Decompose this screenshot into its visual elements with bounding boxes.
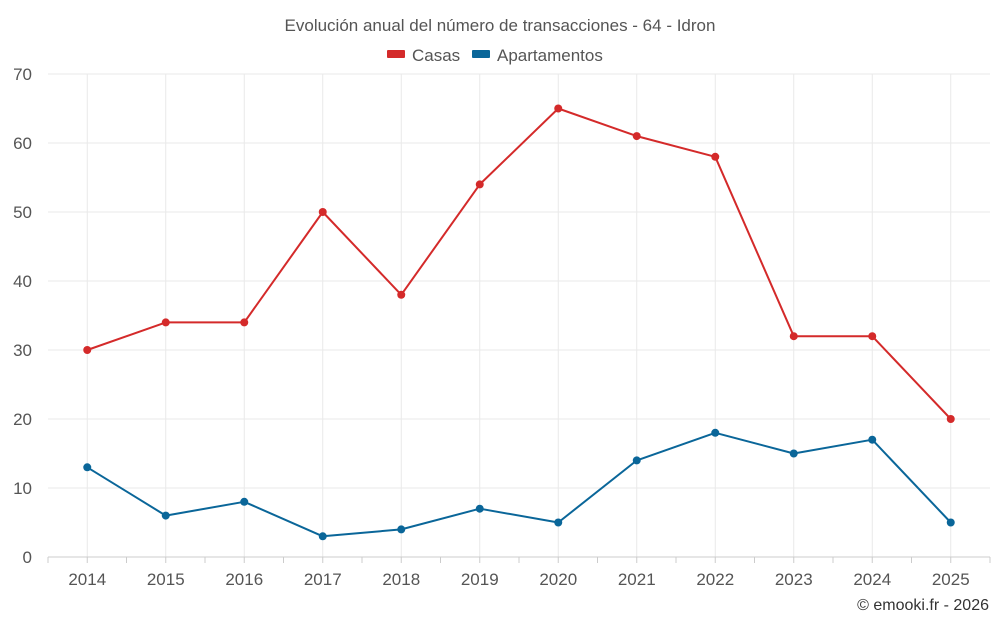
data-point-apartamentos[interactable] (946, 518, 955, 527)
x-tick-label: 2016 (225, 570, 263, 589)
y-tick-label: 20 (13, 410, 32, 429)
data-point-casas[interactable] (475, 180, 484, 189)
credit-text: © emooki.fr - 2026 (857, 597, 989, 614)
data-point-casas[interactable] (318, 208, 327, 216)
grid (48, 73, 990, 557)
series-line-apartamentos (86, 431, 952, 538)
series-casas (83, 104, 955, 423)
x-tick-label: 2025 (932, 570, 970, 589)
legend-swatch-apartamentos (472, 50, 490, 58)
y-tick-label: 10 (13, 479, 32, 498)
y-tick-label: 40 (13, 272, 32, 291)
y-tick-label: 30 (13, 341, 32, 360)
x-tick-label: 2021 (618, 570, 656, 589)
series-apartamentos (83, 428, 955, 541)
series-line-casas (86, 107, 952, 420)
x-tick-label: 2015 (147, 570, 185, 589)
data-point-apartamentos[interactable] (240, 497, 249, 506)
data-point-apartamentos[interactable] (475, 504, 484, 513)
data-point-apartamentos[interactable] (397, 525, 406, 534)
data-point-casas[interactable] (868, 332, 877, 341)
legend: Casas Apartamentos (387, 46, 603, 65)
y-tick-label: 0 (23, 548, 32, 567)
x-tick-label: 2022 (696, 570, 734, 589)
chart-title: Evolución anual del número de transaccio… (285, 16, 716, 35)
data-point-apartamentos[interactable] (789, 449, 798, 458)
legend-label-apartamentos[interactable]: Apartamentos (497, 46, 603, 65)
data-point-casas[interactable] (554, 104, 563, 113)
x-tick-label: 2014 (68, 570, 106, 589)
legend-swatch-casas (387, 50, 405, 58)
x-tick-label: 2024 (853, 570, 891, 589)
x-tick-label: 2023 (775, 570, 813, 589)
data-point-apartamentos[interactable] (632, 456, 641, 465)
data-point-casas[interactable] (397, 290, 406, 299)
data-point-apartamentos[interactable] (868, 435, 877, 444)
x-tick-label: 2020 (539, 570, 577, 589)
data-point-casas[interactable] (240, 318, 249, 327)
data-point-casas[interactable] (83, 346, 92, 354)
data-point-apartamentos[interactable] (83, 463, 92, 472)
x-tick-label: 2018 (382, 570, 420, 589)
legend-label-casas[interactable]: Casas (412, 46, 460, 65)
x-tick-label: 2017 (304, 570, 342, 589)
x-tick-label: 2019 (461, 570, 499, 589)
data-point-casas[interactable] (161, 318, 170, 327)
data-point-casas[interactable] (946, 415, 955, 423)
data-point-casas[interactable] (711, 152, 720, 161)
data-point-apartamentos[interactable] (161, 511, 170, 520)
y-tick-label: 60 (13, 134, 32, 153)
x-axis: 2014 2015 2016 2017 2018 2019 2020 2021 2022 2023… (47, 556, 991, 589)
y-tick-label: 70 (13, 65, 32, 84)
y-tick-label: 50 (13, 203, 32, 222)
data-point-casas[interactable] (789, 332, 798, 341)
data-point-casas[interactable] (632, 132, 641, 141)
data-point-apartamentos[interactable] (318, 532, 327, 541)
data-point-apartamentos[interactable] (554, 518, 563, 527)
y-axis: 0 10 20 30 40 50 60 70 (13, 65, 32, 567)
data-point-apartamentos[interactable] (711, 428, 720, 437)
series-layer (83, 104, 955, 541)
